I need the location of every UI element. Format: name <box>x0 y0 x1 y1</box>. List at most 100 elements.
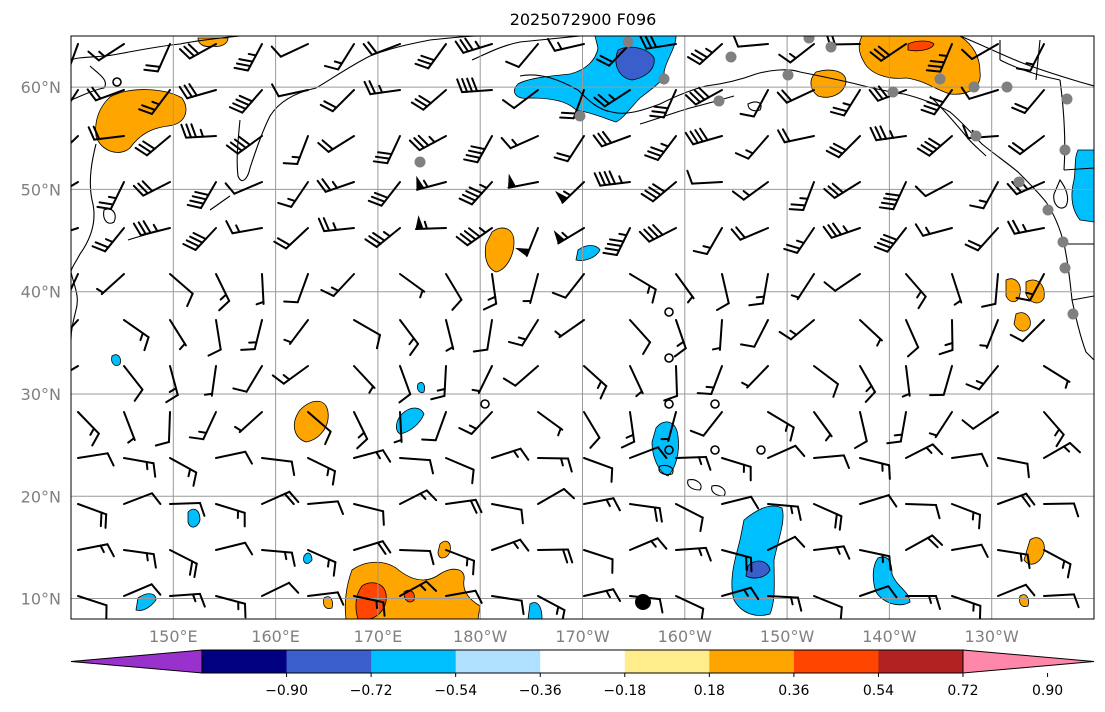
wind-barb <box>319 89 355 113</box>
wind-barb <box>961 411 999 430</box>
wind-barb <box>1043 365 1071 389</box>
colorbar-tick-label: −0.72 <box>350 683 393 699</box>
station-marker <box>803 36 815 44</box>
wind-barb <box>783 227 815 254</box>
colorbar: −0.90 −0.72 −0.54 −0.36 −0.18 0.18 0.36 0.54 0.7… <box>70 649 1095 699</box>
latitude-tick-label: 60°N <box>21 78 61 97</box>
wind-barb <box>165 365 179 404</box>
wind-barb <box>686 169 723 185</box>
wind-barb <box>905 534 944 551</box>
gridlines <box>71 36 1094 619</box>
wind-barb <box>734 135 769 160</box>
longitude-tick-label: 170°E <box>354 627 403 646</box>
wind-barb <box>1043 549 1072 579</box>
wind-barb <box>673 319 687 358</box>
wind-barb <box>169 319 187 351</box>
colorbar-swatch <box>371 650 457 673</box>
wind-barb <box>905 273 927 310</box>
station-marker <box>1001 81 1013 93</box>
wind-barb <box>790 273 815 301</box>
wind-barb <box>602 227 631 256</box>
wind-barb <box>553 135 585 163</box>
wind-barb <box>393 411 403 444</box>
wind-barb <box>822 222 861 239</box>
wind-barb <box>224 181 263 195</box>
positive-anomaly-region <box>1023 537 1045 565</box>
colorbar-tick-label: −0.18 <box>603 683 646 699</box>
negative-anomaly-region <box>135 593 157 611</box>
wind-barb <box>445 549 476 576</box>
wind-barb <box>154 411 171 447</box>
wind-barb <box>186 181 217 209</box>
wind-barb <box>132 220 171 237</box>
wind-barb <box>71 365 79 383</box>
wind-barb <box>134 135 171 157</box>
wind-barb <box>689 411 723 437</box>
longitude-tick-label: 170°W <box>555 627 610 646</box>
wind-barb <box>1043 502 1080 518</box>
wind-barb <box>767 444 806 459</box>
wind-barb <box>767 535 806 551</box>
colorbar-swatch <box>624 650 710 673</box>
wind-barb <box>399 319 420 356</box>
negative-anomaly-region <box>417 382 425 393</box>
colorbar-swatch <box>793 650 879 673</box>
wind-barb <box>951 503 982 530</box>
wind-barb <box>813 411 833 442</box>
wind-barb <box>502 89 539 110</box>
wind-barb <box>1043 411 1065 448</box>
wind-barb <box>445 273 463 311</box>
colorbar-tick-label: −0.90 <box>265 683 308 699</box>
negative-anomaly-region <box>303 552 313 564</box>
wind-barb <box>416 175 447 191</box>
wind-barb <box>951 543 989 558</box>
wind-barb <box>353 503 385 526</box>
longitude-tick-label: 160°E <box>251 627 300 646</box>
wind-barb <box>77 411 100 447</box>
wind-barb <box>515 227 539 257</box>
wind-barb <box>317 217 355 233</box>
wind-barb <box>522 273 539 304</box>
wind-barb <box>77 503 108 529</box>
longitude-tick-label: 140°W <box>862 627 917 646</box>
wind-barb <box>767 503 802 521</box>
wind-barb <box>228 89 263 114</box>
wind-barb <box>951 595 982 619</box>
wind-barb <box>537 548 574 564</box>
positive-anomaly-region <box>1005 278 1021 303</box>
colorbar-tick-label: 0.54 <box>863 683 894 699</box>
wind-barb <box>398 365 412 404</box>
wind-barb <box>399 549 435 566</box>
negative-anomaly-region <box>615 46 655 81</box>
station-marker <box>1061 93 1073 105</box>
wind-barb <box>730 226 769 241</box>
wind-barb <box>825 135 861 159</box>
wind-barb <box>507 173 539 189</box>
longitude-labels: 150°E 160°E 170°E 180°W 170°W 160°W 150°W 140°W… <box>149 627 1019 646</box>
wind-barb <box>675 455 712 471</box>
wind-barb <box>715 273 730 312</box>
wind-barb <box>1008 135 1045 156</box>
wind-barb <box>96 181 125 210</box>
wind-barb <box>77 452 115 467</box>
wind-barb <box>979 319 999 349</box>
wind-barb <box>554 181 585 204</box>
wind-barb <box>182 227 217 251</box>
wind-barb <box>537 488 575 505</box>
wind-barb <box>997 492 1036 508</box>
wind-barb <box>721 586 760 601</box>
wind-barb <box>546 37 585 52</box>
wind-barb <box>71 89 79 117</box>
wind-barb <box>399 580 438 597</box>
wind-barb <box>71 227 79 239</box>
wind-barb <box>353 411 369 450</box>
wind-barb <box>307 411 332 446</box>
wind-barb <box>283 319 309 345</box>
wind-barb <box>553 227 585 245</box>
wind-barb <box>500 135 539 150</box>
wind-barb <box>232 365 263 393</box>
longitude-tick-label: 150°E <box>149 627 198 646</box>
wind-barb <box>620 411 636 449</box>
wind-barb <box>456 77 493 94</box>
wind-barb <box>1007 219 1045 235</box>
